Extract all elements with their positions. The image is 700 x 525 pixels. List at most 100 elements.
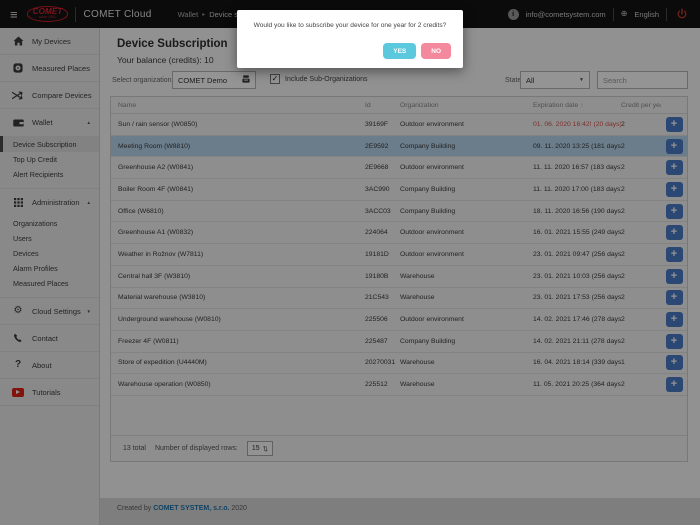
subscribe-plus-button[interactable]: + xyxy=(665,268,683,284)
sidebar-item-label: Tutorials xyxy=(32,387,61,397)
sidebar-section-wallet[interactable]: Wallet ▲ xyxy=(0,109,99,136)
device-name: Store of expedition (U4440M) xyxy=(118,359,207,367)
table-row[interactable]: Weather in Rožnov (W7811) 19181D Outdoor… xyxy=(111,244,687,266)
device-name: Freezer 4F (W0811) xyxy=(118,337,179,345)
sidebar-item-label: My Devices xyxy=(32,36,71,46)
sidebar-item-label: Contact xyxy=(32,333,58,343)
sidebar-item-label: Device Subscription xyxy=(13,139,77,149)
table-row[interactable]: Material warehouse (W3810) 21C543 Wareho… xyxy=(111,288,687,310)
sidebar-item-contact[interactable]: Contact xyxy=(0,325,99,352)
device-id: 2E9592 xyxy=(365,142,389,150)
sidebar-item-label: Alert Recipients xyxy=(13,170,64,179)
logout-power-icon[interactable] xyxy=(676,8,688,20)
subscribe-plus-button[interactable]: + xyxy=(665,181,683,197)
device-id: 225506 xyxy=(365,316,388,324)
subscribe-plus-button[interactable]: + xyxy=(665,355,683,371)
sidebar-section-administration[interactable]: Administration ▲ xyxy=(0,189,99,216)
sidebar-item-organizations[interactable]: Organizations xyxy=(0,216,99,231)
subscribe-plus-button[interactable]: + xyxy=(665,160,683,176)
table-row[interactable]: Freezer 4F (W0811) 225487 Company Buildi… xyxy=(111,331,687,353)
table-row[interactable]: Greenhouse A2 (W0841) 2E9668 Outdoor env… xyxy=(111,157,687,180)
credit-per-year: 2 xyxy=(621,164,625,172)
question-icon: ? xyxy=(14,359,22,370)
credit-per-year: 2 xyxy=(621,316,625,324)
subscribe-plus-button[interactable]: + xyxy=(665,290,683,306)
sidebar-item-compare-devices[interactable]: Compare Devices xyxy=(0,82,99,109)
device-organization: Company Building xyxy=(400,142,456,150)
topbar-right: i info@cometsystem.com ⊕ English xyxy=(507,7,688,21)
sidebar-item-label: Measured Places xyxy=(13,279,69,288)
subscribe-plus-button[interactable]: + xyxy=(665,203,683,219)
rows-per-page-select[interactable]: 15 ⇅ xyxy=(246,441,274,456)
sidebar-item-measured-places[interactable]: Measured Places xyxy=(0,55,99,82)
table-row[interactable]: Boiler Room 4F (W0841) 3AC990 Company Bu… xyxy=(111,179,687,201)
comet-system-link[interactable]: COMET SYSTEM, s.r.o. xyxy=(153,505,230,512)
sidebar-item-measured-places-admin[interactable]: Measured Places xyxy=(0,276,99,291)
rows-per-page-label: Number of displayed rows: xyxy=(154,445,238,452)
created-year: 2020 xyxy=(229,505,247,512)
sidebar-item-devices[interactable]: Devices xyxy=(0,246,99,261)
device-organization: Warehouse xyxy=(400,359,435,367)
sidebar-item-my-devices[interactable]: My Devices xyxy=(0,28,99,55)
column-header-id[interactable]: Id xyxy=(365,101,371,109)
subscribe-plus-button[interactable]: + xyxy=(665,377,683,393)
breadcrumb-section[interactable]: Wallet xyxy=(177,9,199,19)
subscribe-plus-button[interactable]: + xyxy=(665,116,683,132)
credit-per-year: 2 xyxy=(621,381,625,389)
subscribe-plus-button[interactable]: + xyxy=(665,246,683,262)
subscribe-plus-button[interactable]: + xyxy=(665,333,683,349)
credit-per-year: 2 xyxy=(621,207,625,215)
page-title: Device Subscription xyxy=(117,38,228,50)
sidebar-item-label: About xyxy=(32,360,52,370)
gear-icon: ⚙ xyxy=(13,305,23,316)
sidebar-item-alert-recipients[interactable]: Alert Recipients xyxy=(0,167,99,182)
device-organization: Outdoor environment xyxy=(400,120,464,128)
device-organization: Outdoor environment xyxy=(400,164,464,172)
column-header-organization[interactable]: Organization xyxy=(400,101,439,109)
table-row[interactable]: Store of expedition (U4440M) 20270031 Wa… xyxy=(111,353,687,375)
sidebar-item-top-up-credit[interactable]: Top Up Credit xyxy=(0,152,99,167)
device-id: 19181D xyxy=(365,250,389,258)
sidebar-item-tutorials[interactable]: Tutorials xyxy=(0,379,99,406)
table-row[interactable]: Central hall 3F (W3810) 19180B Warehouse… xyxy=(111,266,687,288)
logo-text: COMET xyxy=(32,7,63,17)
expiration-date: 23. 01. 2021 10:03 (256 days) xyxy=(533,272,621,280)
state-select[interactable]: All ▼ xyxy=(520,71,590,89)
column-header-credit[interactable]: Credit per year xyxy=(621,101,661,109)
language-selector[interactable]: English xyxy=(634,9,659,19)
youtube-icon xyxy=(12,387,24,397)
expiration-date: 23. 01. 2021 09:47 (256 days) xyxy=(533,250,621,258)
administration-submenu: Organizations Users Devices Alarm Profil… xyxy=(0,216,99,298)
table-row[interactable]: Warehouse operation (W0850) 225512 Wareh… xyxy=(111,374,687,396)
sidebar-item-about[interactable]: ? About xyxy=(0,352,99,379)
organization-select[interactable]: COMET Demo xyxy=(172,71,256,89)
subscribe-plus-button[interactable]: + xyxy=(665,225,683,241)
table-row[interactable]: Office (W6810) 3ACC03 Company Building 1… xyxy=(111,201,687,223)
include-sub-orgs-checkbox[interactable]: ✓ xyxy=(270,74,280,84)
sidebar-section-cloud-settings[interactable]: ⚙ Cloud Settings ▼ xyxy=(0,298,99,325)
column-header-name[interactable]: Name xyxy=(118,101,137,109)
device-id: 3ACC03 xyxy=(365,207,391,215)
sidebar-item-label: Compare Devices xyxy=(32,90,92,100)
sidebar-item-device-subscription[interactable]: Device Subscription xyxy=(0,136,99,152)
sidebar-item-users[interactable]: Users xyxy=(0,231,99,246)
expiration-date: 14. 02. 2021 17:46 (278 days) xyxy=(533,316,621,324)
select-organization-label: Select organization xyxy=(112,77,172,84)
table-row[interactable]: Underground warehouse (W0810) 225506 Out… xyxy=(111,309,687,331)
contact-email-link[interactable]: info@cometsystem.com xyxy=(525,9,606,19)
sidebar-item-alarm-profiles[interactable]: Alarm Profiles xyxy=(0,261,99,276)
no-button[interactable]: NO xyxy=(421,43,451,59)
subscribe-plus-button[interactable]: + xyxy=(665,312,683,328)
credit-per-year: 2 xyxy=(621,294,625,302)
menu-toggle-icon[interactable]: ≡ xyxy=(10,6,18,22)
table-row-selected[interactable]: Meeting Room (W8810) 2E9592 Company Buil… xyxy=(111,135,687,158)
yes-button[interactable]: YES xyxy=(383,43,417,59)
subscribe-plus-button[interactable]: + xyxy=(665,138,683,154)
table-row[interactable]: Greenhouse A1 (W0832) 224064 Outdoor env… xyxy=(111,222,687,245)
search-input[interactable] xyxy=(597,71,688,89)
wallet-icon xyxy=(12,118,24,127)
expiration-date: 11. 11. 2020 17:00 (183 days) xyxy=(533,185,621,193)
table-row[interactable]: Sun / rain sensor (W0850) 39169F Outdoor… xyxy=(111,114,687,136)
logo-subtext: since 1991 xyxy=(39,15,56,20)
column-header-expiration[interactable]: Expiration date ↑ xyxy=(533,101,584,109)
